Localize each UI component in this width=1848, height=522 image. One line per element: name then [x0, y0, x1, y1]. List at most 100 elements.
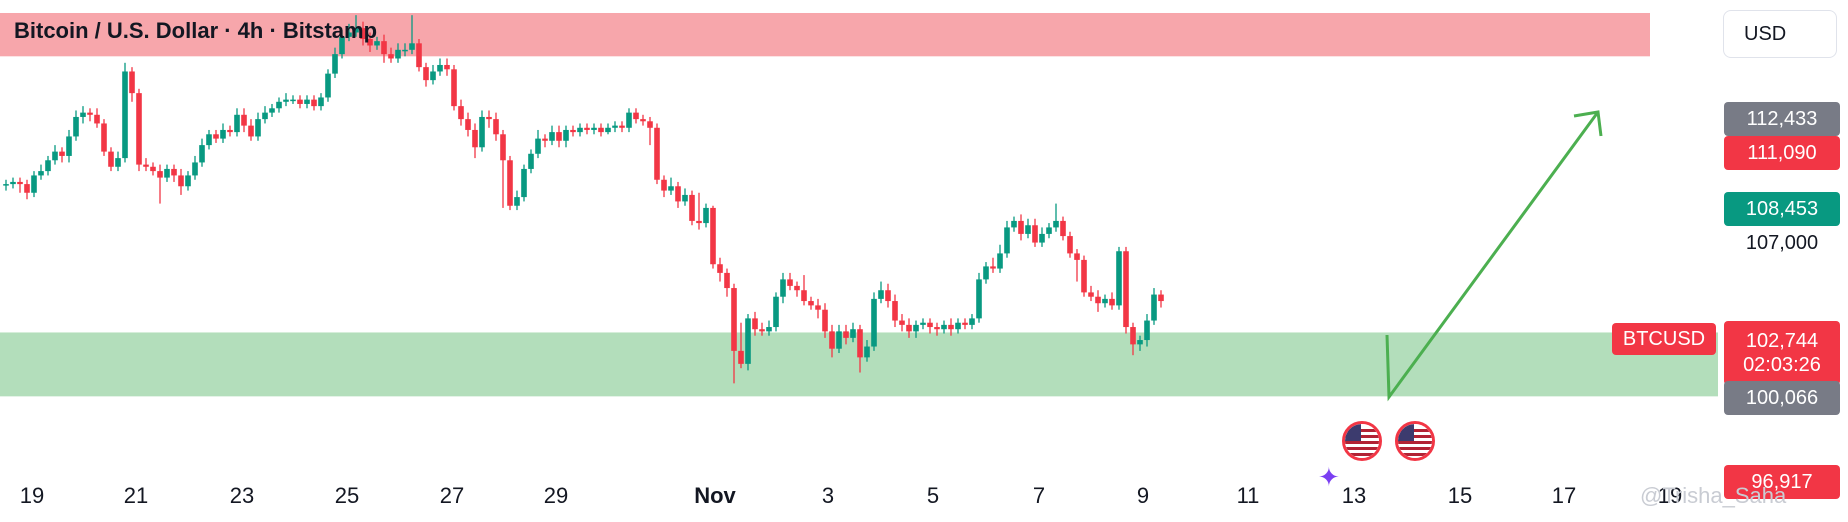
- currency-selector[interactable]: USD: [1723, 10, 1837, 58]
- candle-body: [234, 114, 240, 133]
- candle-body: [920, 322, 926, 325]
- candle-body: [402, 49, 408, 52]
- candle-body: [955, 322, 961, 330]
- candle-body: [864, 346, 870, 358]
- candle-body: [101, 123, 107, 152]
- candle-body: [395, 49, 401, 59]
- candle-body: [178, 175, 184, 187]
- candle-body: [822, 309, 828, 332]
- candle-body: [206, 134, 212, 146]
- candle-body: [535, 138, 541, 154]
- candle-body: [80, 112, 86, 117]
- candle-body: [969, 318, 975, 325]
- candle-body: [619, 125, 625, 128]
- candle-body: [150, 166, 156, 172]
- candle-body: [493, 119, 499, 135]
- candle-body: [73, 116, 79, 137]
- chart-title: Bitcoin / U.S. Dollar · 4h · Bitstamp: [14, 18, 378, 43]
- candle-body: [689, 194, 695, 221]
- candle-body: [605, 127, 611, 133]
- candle-body: [297, 99, 303, 104]
- candle-body: [1151, 294, 1157, 321]
- candle-body: [948, 324, 954, 330]
- x-tick: 9: [1136, 483, 1150, 508]
- candle-body: [885, 290, 891, 302]
- resistance-zone: [0, 12, 1650, 57]
- candle-body: [290, 99, 296, 102]
- us-flag-event-icon[interactable]: [1395, 421, 1435, 461]
- x-tick: 19: [1657, 483, 1683, 508]
- candle-body: [136, 93, 142, 165]
- candle-body: [773, 296, 779, 328]
- candle-body: [997, 253, 1003, 269]
- candle-body: [507, 160, 513, 206]
- candle-body: [66, 136, 72, 156]
- candle-body: [668, 186, 674, 191]
- price-tag-100066: 100,066: [1724, 381, 1840, 415]
- candle-body: [1046, 227, 1052, 234]
- candle-body: [878, 290, 884, 299]
- candle-body: [325, 73, 331, 98]
- candle-body: [836, 331, 842, 349]
- candle-body: [430, 71, 436, 81]
- candle-body: [388, 54, 394, 59]
- candle-body: [899, 320, 905, 325]
- current-price: 102,744: [1745, 330, 1819, 352]
- candle-body: [549, 132, 555, 141]
- candle-body: [556, 132, 562, 141]
- candle-body: [892, 301, 898, 321]
- candle-body: [52, 151, 58, 161]
- candle-body: [213, 134, 219, 139]
- candle-body: [759, 329, 765, 332]
- candle-body: [1081, 259, 1087, 293]
- candle-body: [241, 114, 247, 126]
- candle-body: [192, 162, 198, 176]
- candle-body: [717, 264, 723, 273]
- candle-body: [500, 134, 506, 161]
- candle-body: [794, 285, 800, 291]
- candle-body: [661, 179, 667, 191]
- candle-body: [752, 318, 758, 330]
- candle-body: [647, 121, 653, 128]
- candle-body: [962, 322, 968, 325]
- candle-body: [171, 168, 177, 176]
- candle-body: [829, 331, 835, 349]
- candle-body: [640, 119, 646, 122]
- x-tick: 15: [1447, 483, 1473, 508]
- candle-body: [850, 329, 856, 338]
- candle-body: [1060, 220, 1066, 237]
- candle-body: [626, 112, 632, 128]
- price-tag-107000: 107,000: [1745, 231, 1819, 254]
- candle-body: [339, 36, 345, 55]
- price-tag-111090: 111,090: [1724, 136, 1840, 170]
- candle-body: [255, 119, 261, 137]
- candle-body: [696, 220, 702, 224]
- candle-body: [731, 288, 737, 351]
- x-tick: 13: [1341, 483, 1367, 508]
- candle-body: [304, 99, 310, 104]
- x-tick: 17: [1551, 483, 1577, 508]
- candle-body: [346, 32, 352, 37]
- candles-layer: [3, 15, 1164, 384]
- candle-body: [542, 138, 548, 141]
- candle-body: [801, 290, 807, 302]
- candle-body: [1137, 340, 1143, 345]
- x-tick: 23: [229, 483, 255, 508]
- candle-body: [710, 207, 716, 265]
- candle-body: [1116, 251, 1122, 306]
- candle-body: [570, 129, 576, 133]
- candle-body: [857, 329, 863, 358]
- candle-body: [458, 106, 464, 120]
- candle-body: [486, 116, 492, 120]
- candle-body: [941, 324, 947, 330]
- price-tag-108453: 108,453: [1724, 192, 1840, 226]
- candle-body: [1053, 220, 1059, 228]
- candle-body: [367, 38, 373, 46]
- projection-arrow-line: [1385, 111, 1600, 402]
- us-flag-event-icon[interactable]: [1342, 421, 1382, 461]
- candle-body: [129, 71, 135, 94]
- x-tick: 19: [19, 483, 45, 508]
- candle-countdown: 02:03:26: [1743, 354, 1821, 376]
- candle-body: [591, 127, 597, 130]
